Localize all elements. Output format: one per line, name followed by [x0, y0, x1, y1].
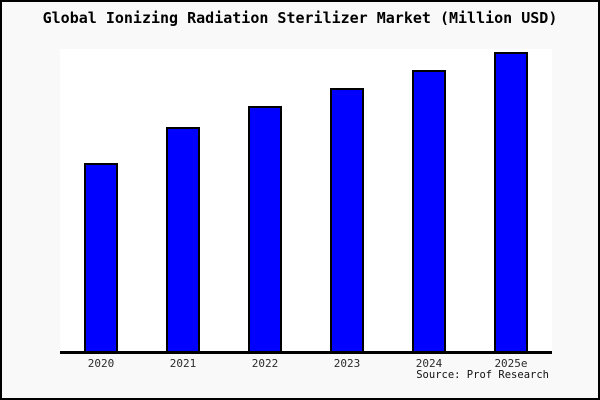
bar-2024	[412, 70, 446, 351]
x-tick-2023: 2023	[333, 357, 361, 370]
x-tick-2020: 2020	[87, 357, 115, 370]
bar-2021	[166, 127, 200, 351]
plot-area	[60, 49, 552, 354]
source-attribution: Source: Prof Research	[416, 369, 549, 381]
chart-title: Global Ionizing Radiation Sterilizer Mar…	[42, 9, 558, 27]
x-tick-2025e: 2025e	[494, 357, 528, 370]
bar-2023	[330, 88, 364, 351]
bar-2025e	[494, 52, 528, 351]
x-tick-2024: 2024	[415, 357, 443, 370]
x-axis-ticks: 2020 2021 2022 2023 2024 2025e	[60, 357, 552, 373]
bar-2020	[84, 163, 118, 351]
x-tick-2022: 2022	[251, 357, 279, 370]
x-tick-2021: 2021	[169, 357, 197, 370]
bar-2022	[248, 106, 282, 351]
